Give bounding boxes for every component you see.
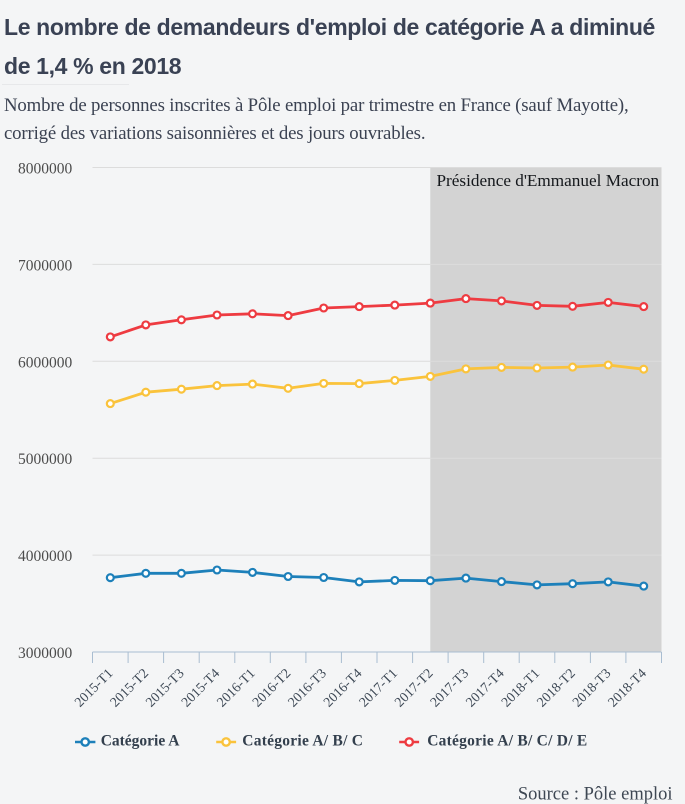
svg-text:2018-T3: 2018-T3 [569, 665, 613, 709]
svg-text:Présidence d'Emmanuel Macron: Présidence d'Emmanuel Macron [437, 171, 660, 190]
svg-text:2015-T3: 2015-T3 [143, 665, 187, 709]
svg-text:2017-T3: 2017-T3 [427, 665, 471, 709]
svg-text:5000000: 5000000 [18, 451, 73, 468]
svg-text:6000000: 6000000 [18, 354, 73, 371]
svg-text:2015-T2: 2015-T2 [107, 665, 151, 709]
svg-text:Catégorie A/ B/ C: Catégorie A/ B/ C [242, 732, 363, 749]
svg-text:2015-T1: 2015-T1 [72, 665, 116, 709]
svg-text:2017-T4: 2017-T4 [463, 665, 507, 709]
svg-text:Catégorie A: Catégorie A [101, 732, 181, 749]
svg-text:2016-T3: 2016-T3 [285, 665, 329, 709]
svg-text:4000000: 4000000 [18, 548, 73, 565]
svg-text:2018-T1: 2018-T1 [498, 665, 542, 709]
svg-text:Catégorie A/ B/ C/ D/ E: Catégorie A/ B/ C/ D/ E [427, 732, 587, 749]
svg-text:7000000: 7000000 [18, 257, 73, 274]
svg-text:2015-T4: 2015-T4 [178, 665, 222, 709]
svg-text:2016-T2: 2016-T2 [249, 665, 293, 709]
svg-text:2017-T2: 2017-T2 [392, 665, 436, 709]
svg-text:8000000: 8000000 [18, 161, 73, 178]
svg-text:2018-T2: 2018-T2 [534, 665, 578, 709]
svg-text:2016-T1: 2016-T1 [214, 665, 258, 709]
svg-text:3000000: 3000000 [18, 645, 73, 662]
svg-text:Source : Pôle emploi: Source : Pôle emploi [518, 785, 673, 804]
svg-text:2017-T1: 2017-T1 [356, 665, 400, 709]
svg-text:2016-T4: 2016-T4 [320, 665, 364, 709]
svg-text:2018-T4: 2018-T4 [605, 665, 649, 709]
